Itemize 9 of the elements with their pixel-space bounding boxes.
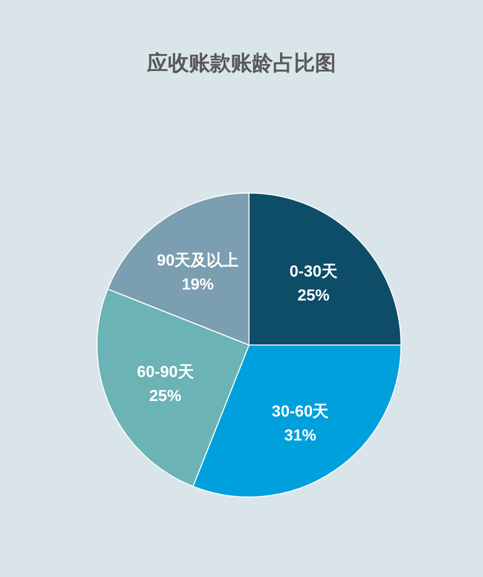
- data-label: 25%: [297, 288, 330, 305]
- chart-title: 应收账款账龄占比图: [146, 51, 336, 75]
- slice-label: 90天及以上: [156, 252, 239, 270]
- slice-label: 60-90天: [136, 364, 195, 382]
- data-label: 25%: [149, 388, 182, 406]
- data-label: 19%: [182, 276, 214, 294]
- data-label: 31%: [284, 427, 316, 444]
- slice-label: 30-60天: [272, 403, 330, 420]
- slice-label: 0-30天: [289, 264, 338, 281]
